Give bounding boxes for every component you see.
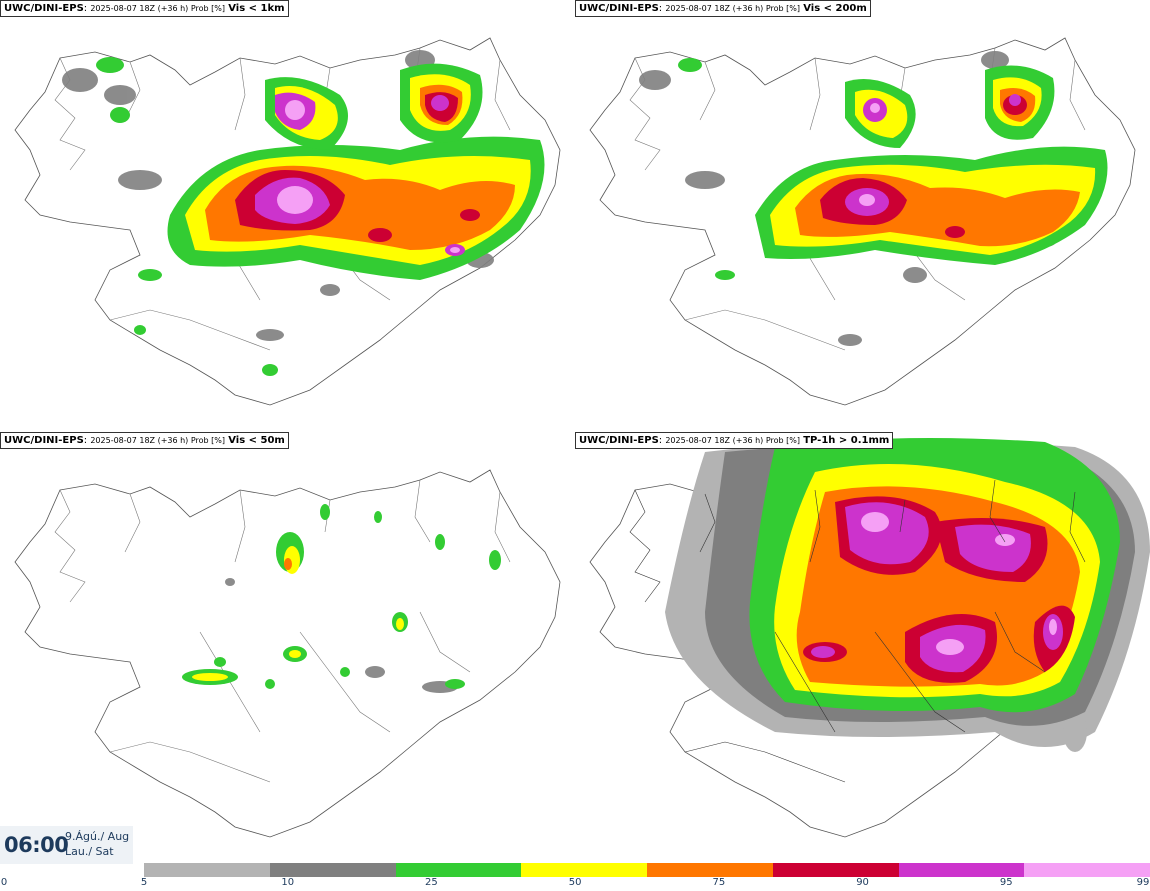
prob-10-25 (639, 51, 1057, 346)
colorbar-tick-label: 90 (856, 877, 869, 888)
model-name: UWC/DINI-EPS (579, 435, 659, 446)
colorbar-tick-label: 10 (281, 877, 295, 888)
colorbar-tick-label: 99 (1136, 877, 1150, 888)
valid-time-clock: 06:00 (4, 833, 69, 857)
valid-day: Lau./ Sat (65, 845, 114, 858)
variable-name: Vis < 50m (228, 435, 285, 446)
colorbar-tick-label: 25 (425, 877, 438, 888)
valid-time-box: 06:00 9.Ágú./ Aug Lau./ Sat (0, 826, 133, 864)
map-canvas (589, 438, 1150, 838)
prob-99-100 (861, 512, 1057, 655)
map-panel-vis-1km: UWC/DINI-EPS: 2025-08-07 18Z (+36 h) Pro… (0, 0, 575, 432)
colorbar-bin (144, 863, 270, 877)
valid-date: 9.Ágú./ Aug (65, 830, 130, 843)
colorbar-tick-label: 0 (0, 877, 8, 888)
panel-title: UWC/DINI-EPS: 2025-08-07 18Z (+36 h) Pro… (575, 0, 871, 17)
map-canvas (589, 37, 1136, 406)
colorbar-bin (898, 863, 1025, 877)
colorbar-tick-label: 50 (568, 877, 582, 888)
run-info: 2025-08-07 18Z (+36 h) Prob [%] (665, 436, 801, 445)
colorbar-bin (647, 863, 773, 877)
variable-name: Vis < 1km (228, 3, 285, 14)
map-canvas (14, 469, 561, 838)
map-canvas (14, 37, 561, 406)
probability-colorbar (144, 863, 1150, 877)
colorbar-tick-label: 75 (712, 877, 726, 888)
panel-title: UWC/DINI-EPS: 2025-08-07 18Z (+36 h) Pro… (0, 432, 289, 449)
map-panel-vis-50m: UWC/DINI-EPS: 2025-08-07 18Z (+36 h) Pro… (0, 432, 575, 864)
panel-title: UWC/DINI-EPS: 2025-08-07 18Z (+36 h) Pro… (575, 432, 894, 449)
colorbar-bin (772, 863, 899, 877)
run-info: 2025-08-07 18Z (+36 h) Prob [%] (665, 4, 801, 13)
prob-99-100 (277, 100, 460, 253)
colorbar-tick-label: 5 (140, 877, 148, 888)
prob-10-25 (62, 50, 494, 341)
run-info: 2025-08-07 18Z (+36 h) Prob [%] (90, 4, 226, 13)
map-panel-vis-200m: UWC/DINI-EPS: 2025-08-07 18Z (+36 h) Pro… (575, 0, 1150, 432)
colorbar-bin (395, 863, 522, 877)
run-info: 2025-08-07 18Z (+36 h) Prob [%] (90, 436, 226, 445)
model-name: UWC/DINI-EPS (579, 3, 659, 14)
model-name: UWC/DINI-EPS (4, 3, 84, 14)
prob-75-90 (284, 558, 292, 570)
colorbar-tick-label: 95 (999, 877, 1013, 888)
panel-title: UWC/DINI-EPS: 2025-08-07 18Z (+36 h) Pro… (0, 0, 289, 17)
colorbar-bin (1024, 863, 1150, 877)
colorbar-bin (269, 863, 396, 877)
prob-99-100 (859, 103, 880, 206)
variable-name: Vis < 200m (803, 3, 867, 14)
variable-name: TP-1h > 0.1mm (803, 435, 890, 446)
colorbar-bin (521, 863, 647, 877)
model-name: UWC/DINI-EPS (4, 435, 84, 446)
map-panel-tp-1h: UWC/DINI-EPS: 2025-08-07 18Z (+36 h) Pro… (575, 432, 1150, 864)
